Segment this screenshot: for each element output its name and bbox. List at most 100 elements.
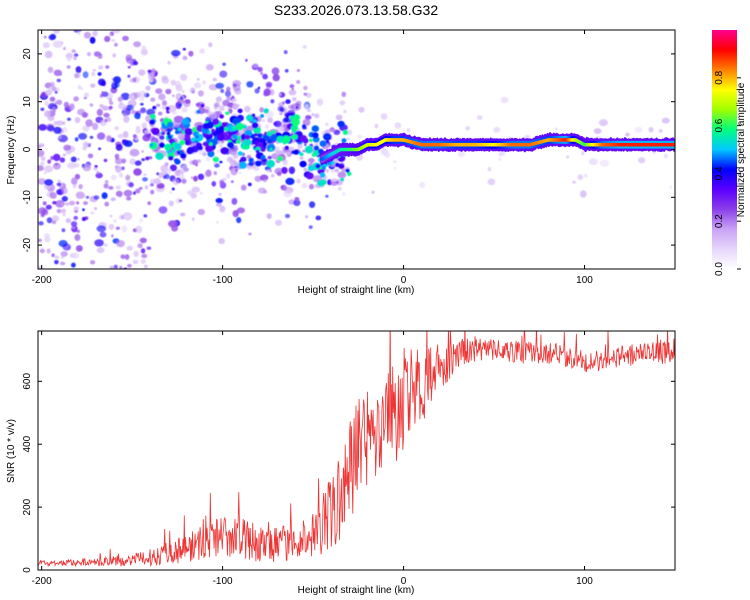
spectrogram-blob (498, 152, 503, 157)
spectrogram-blob (174, 143, 182, 150)
spectrogram-blob (311, 113, 315, 117)
spectrogram-blob (83, 270, 87, 275)
spectrogram-blob (78, 132, 88, 140)
spectrogram-blob (47, 115, 55, 122)
spectrogram-blob (257, 133, 263, 138)
spectrogram-blob (73, 206, 80, 211)
snr-y-tick-label: 200 (22, 498, 33, 515)
spectrogram-blob (384, 151, 391, 158)
spectrogram-blob (42, 21, 49, 27)
spectrogram-blob (245, 58, 248, 62)
spectrogram-blob (38, 221, 44, 226)
spectrogram-blob (167, 104, 176, 113)
spectrogram-blob (263, 91, 268, 97)
spectrogram-blob (193, 82, 202, 89)
spectrogram-blob (181, 165, 188, 173)
spectrogram-blob (393, 166, 397, 170)
spectrogram-blob (299, 156, 304, 160)
spectrogram-blob (56, 182, 62, 187)
spectrogram-blob (181, 89, 185, 94)
spectrogram-blob (283, 190, 292, 198)
spectrogram-blob (53, 153, 61, 162)
spectrogram-blob (202, 141, 208, 147)
spectrogram-blob (325, 169, 329, 173)
spectrogram-x-ticks: -200 -100 0 100 (32, 30, 593, 286)
spectrogram-blob (56, 78, 61, 83)
spectrogram-blob (125, 174, 131, 181)
spectrogram-blob (185, 134, 190, 138)
spectrogram-blob (58, 136, 62, 139)
spectrogram-blob (111, 39, 116, 42)
spectrogram-blob (39, 161, 45, 166)
spectrogram-blob (46, 248, 51, 254)
spectrogram-blob (285, 127, 288, 131)
spectrogram-y-tick-label: -20 (22, 237, 33, 252)
spectrogram-blob (122, 106, 126, 111)
spectrogram-blob (343, 109, 347, 114)
spectrogram-blob (68, 20, 77, 27)
colorbar-tick-label: 0.0 (714, 262, 725, 276)
snr-panel: -200 -100 0 100 0 200 400 600 Height of straig… (6, 330, 676, 596)
spectrogram-blob (44, 179, 54, 186)
spectrogram-blob (260, 114, 265, 118)
snr-content (38, 331, 675, 568)
spectrogram-blob (147, 69, 152, 74)
colorbar: 0.0 0.2 0.4 0.6 0.8 Normalized spectral ampl… (712, 30, 747, 276)
spectrogram-blob (295, 106, 299, 109)
spectrogram-blob (302, 45, 307, 49)
spectrogram-blob (66, 65, 71, 69)
spectrogram-blob (44, 100, 49, 106)
spectrogram-blob (104, 201, 109, 207)
colorbar-tick-label: 0.6 (714, 118, 725, 132)
colorbar-label: Normalized spectral amplitude (736, 82, 747, 217)
spectrogram-blob (233, 162, 239, 167)
spectrogram-blob (104, 118, 108, 123)
spectrogram-blob (307, 158, 315, 163)
spectrogram-blob (419, 181, 426, 189)
spectrogram-blob (231, 126, 238, 131)
spectrogram-blob (122, 35, 129, 42)
spectrogram-blob (253, 166, 260, 171)
spectrogram-blob (123, 214, 132, 221)
spectrogram-blob (147, 201, 151, 206)
spectrogram-blob (266, 213, 272, 220)
spectrogram-blob (267, 117, 273, 124)
spectrogram-blob (75, 21, 79, 24)
spectrogram-blob (59, 157, 66, 163)
spectrogram-blob (180, 73, 188, 81)
spectrogram-blob (67, 162, 76, 169)
spectrogram-blob (126, 104, 134, 111)
spectrogram-blob (44, 110, 51, 118)
spectrogram-blob (179, 174, 185, 180)
spectrogram-blob (131, 109, 136, 115)
spectrogram-blob (139, 20, 142, 23)
spectrogram-blob (93, 207, 98, 211)
spectrogram-blob (320, 179, 327, 186)
snr-x-tick-label: -100 (213, 576, 233, 587)
spectrogram-blob (120, 92, 130, 101)
spectrogram-blob (161, 131, 166, 136)
spectrogram-blob (261, 119, 266, 123)
spectrogram-blob (150, 183, 154, 187)
spectrogram-blob (205, 144, 214, 153)
spectrogram-blob (102, 105, 109, 111)
spectrogram-blob (374, 123, 379, 129)
spectrogram-blob (96, 171, 100, 174)
spectrogram-blob (252, 119, 257, 123)
spectrogram-blob (119, 265, 123, 269)
spectrogram-blob (50, 33, 57, 40)
spectrogram-blob (293, 199, 301, 207)
spectrogram-blob (338, 187, 342, 191)
spectrogram-blob (45, 204, 52, 210)
spectrogram-blob (39, 248, 45, 254)
spectrogram-blob (180, 171, 184, 175)
spectrogram-blob (238, 161, 247, 169)
spectrogram-blob (74, 117, 81, 124)
spectrogram-blob (92, 122, 99, 131)
snr-y-tick-label: 0 (22, 567, 33, 573)
snr-series-line (38, 331, 675, 568)
spectrogram-blob (177, 127, 182, 132)
spectrogram-blob (270, 99, 275, 104)
spectrogram-blob (65, 218, 71, 224)
